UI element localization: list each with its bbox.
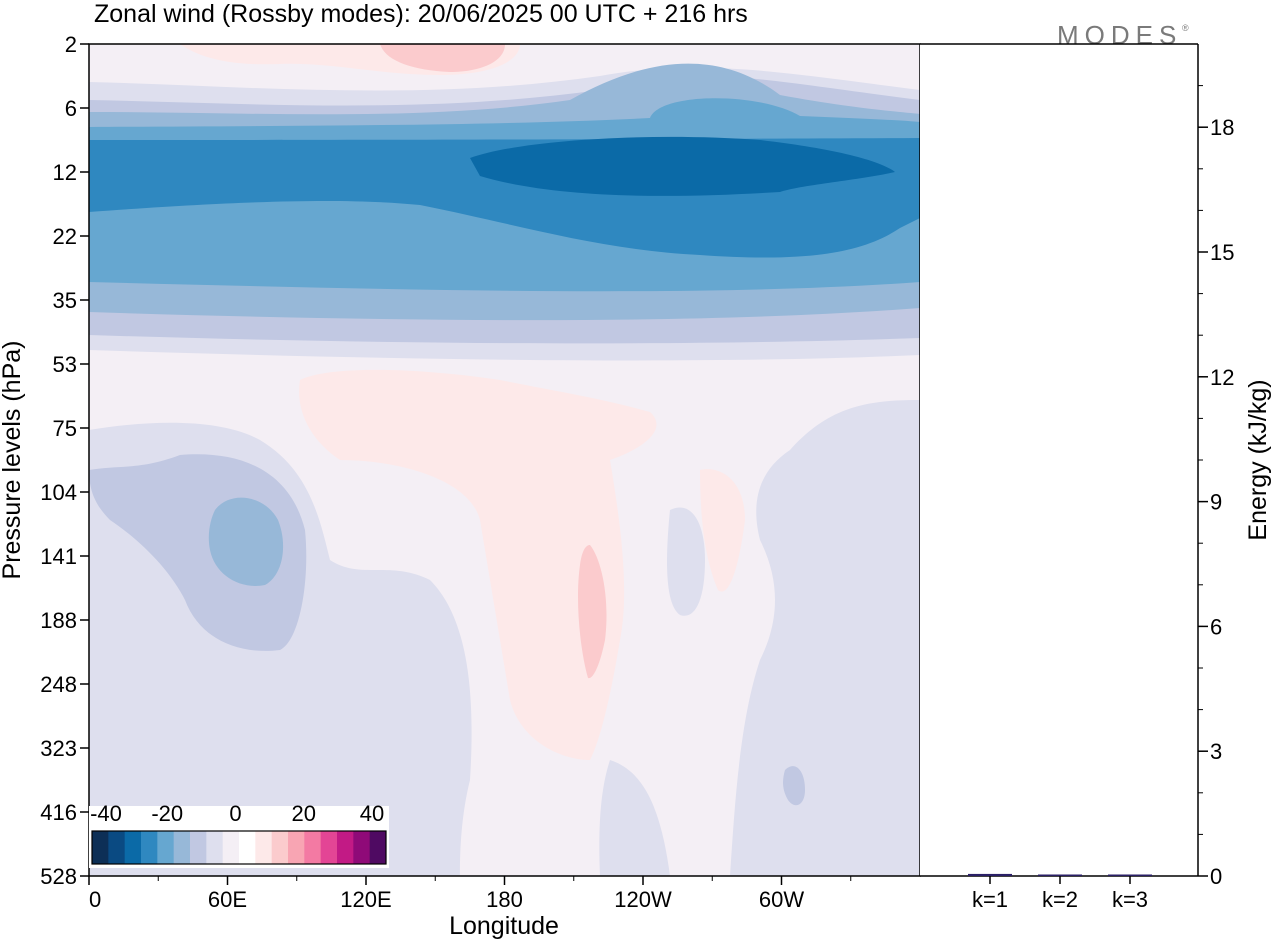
energy-axis-label: Energy (kJ/kg): [1244, 379, 1272, 540]
colorbar-tick-label: 20: [292, 801, 316, 826]
contour-plus10-midlevel: [577, 545, 607, 679]
energy-bar: [968, 873, 1012, 876]
energy-tick-label: 15: [1210, 240, 1234, 265]
contour-minus5-midtrough: [599, 760, 670, 876]
y-axis-label: Pressure levels (hPa): [0, 341, 26, 580]
contour-plus10-upper: [380, 44, 505, 72]
contour-minus5-east: [730, 400, 920, 876]
chart-title: Zonal wind (Rossby modes): 20/06/2025 00…: [94, 0, 748, 28]
colorbar-swatch: [369, 831, 387, 864]
colorbar-tick-label: 0: [229, 801, 241, 826]
x-tick-label: 180: [486, 887, 523, 912]
y-tick-label: 188: [40, 608, 77, 633]
colorbar-swatch: [206, 831, 224, 864]
contour-minus5-pocket: [667, 507, 705, 616]
colorbar-swatch: [92, 831, 109, 864]
y-tick-label: 75: [53, 416, 77, 441]
energy-bars: k=1 k=2 k=3: [968, 873, 1152, 912]
colorbar-swatch: [304, 831, 322, 864]
y-tick-label: 141: [40, 544, 77, 569]
x-tick-label: 120E: [340, 887, 391, 912]
y-tick-label: 528: [40, 864, 77, 889]
energy-y-axis: 0 3 6 9 12 15 18: [1198, 85, 1234, 889]
colorbar-frame: [91, 830, 387, 865]
colorbar-swatch: [271, 831, 289, 864]
energy-category-label: k=2: [1042, 887, 1078, 912]
energy-category-label: k=1: [972, 887, 1008, 912]
energy-tick-label: 0: [1210, 864, 1222, 889]
energy-panel: k=1 k=2 k=3 0 3 6 9 12 15 18 Energy (kJ/kg): [920, 43, 1272, 912]
colorbar-swatch: [337, 831, 354, 864]
x-tick-label: 60E: [208, 887, 247, 912]
y-tick-label: 53: [53, 352, 77, 377]
colorbar-swatch: [141, 831, 158, 864]
modes-logo-mark: ®: [1182, 23, 1189, 33]
colorbar-tick-label: 40: [360, 801, 384, 826]
y-tick-label: 22: [53, 224, 77, 249]
contour-minus10-east: [783, 766, 805, 806]
y-tick-label: 248: [40, 672, 77, 697]
colorbar-swatch: [288, 831, 305, 864]
energy-category-label: k=3: [1112, 887, 1148, 912]
x-axis-label: Longitude: [449, 912, 559, 940]
y-tick-label: 12: [53, 160, 77, 185]
colorbar-swatch: [190, 831, 207, 864]
colorbar-swatch: [124, 831, 142, 864]
heatmap-y-axis: 2 6 12 22 35 53 75 104 141 188 248 323 416 528: [40, 32, 89, 889]
contour-minus15-west: [208, 497, 284, 586]
x-tick-label: 120W: [614, 887, 672, 912]
y-tick-label: 323: [40, 736, 77, 761]
y-tick-label: 416: [40, 800, 77, 825]
colorbar: -40 -20 0 20 40: [89, 801, 389, 868]
x-tick-label: 60W: [759, 887, 804, 912]
energy-tick-label: 12: [1210, 365, 1234, 390]
colorbar-swatch: [222, 831, 240, 864]
contour-plus5-thin: [700, 469, 745, 592]
colorbar-tick-label: -20: [151, 801, 183, 826]
heatmap-x-axis: 0 60E 120E 180 120W 60W: [88, 876, 852, 912]
y-tick-label: 6: [65, 96, 77, 121]
colorbar-tick-label: -40: [90, 801, 122, 826]
energy-tick-label: 18: [1210, 115, 1234, 140]
colorbar-swatch: [239, 831, 256, 864]
colorbar-swatch: [108, 831, 126, 864]
energy-bar: [1108, 874, 1152, 876]
energy-bar: [1038, 874, 1082, 876]
energy-panel-background: [920, 44, 1198, 876]
colorbar-swatch: [353, 831, 371, 864]
contour-minus30-band: [470, 136, 895, 196]
energy-tick-label: 9: [1210, 490, 1222, 515]
colorbar-swatch: [320, 831, 338, 864]
colorbar-swatch: [157, 831, 175, 864]
energy-tick-label: 6: [1210, 614, 1222, 639]
contour-plus5-midlevel: [299, 369, 657, 760]
y-tick-label: 104: [40, 480, 77, 505]
colorbar-swatch: [173, 831, 191, 864]
x-tick-label: 0: [89, 887, 101, 912]
y-tick-label: 2: [65, 32, 77, 57]
colorbar-swatch: [255, 831, 273, 864]
heatmap-plot: [89, 44, 920, 876]
y-tick-label: 35: [53, 288, 77, 313]
energy-tick-label: 3: [1210, 739, 1222, 764]
